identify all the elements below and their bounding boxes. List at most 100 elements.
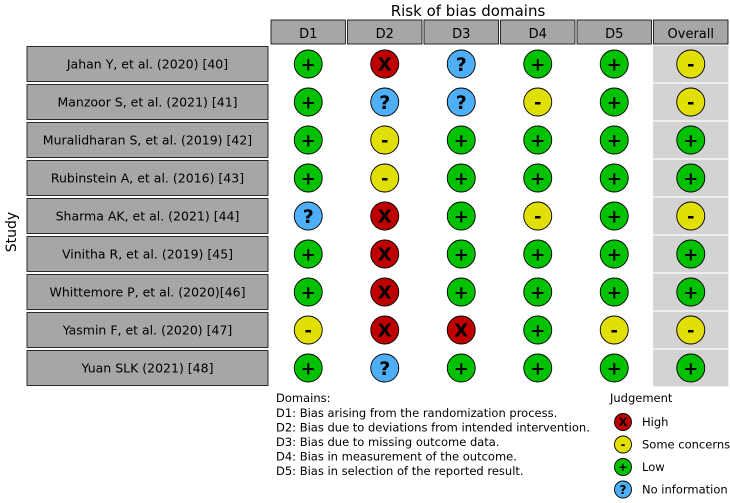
- judgement-mark-low: +: [446, 163, 476, 193]
- svg-text:+: +: [454, 244, 469, 265]
- study-label: Vinitha R, et al. (2019) [45]: [62, 247, 233, 262]
- svg-text:+: +: [454, 168, 469, 189]
- legend-label-high: High: [642, 415, 668, 429]
- y-axis-label: Study: [4, 212, 20, 252]
- judgement-mark-some: -: [523, 201, 553, 231]
- study-label: Sharma AK, et al. (2021) [44]: [56, 209, 240, 224]
- study-label: Whittemore P, et al. (2020)[46]: [50, 285, 246, 300]
- svg-text:+: +: [301, 282, 316, 303]
- column-header-label: D4: [529, 27, 547, 42]
- svg-text:?: ?: [379, 358, 390, 380]
- svg-text:+: +: [530, 130, 545, 151]
- svg-text:X: X: [378, 206, 392, 227]
- svg-text:+: +: [301, 130, 316, 151]
- svg-text:?: ?: [620, 483, 627, 497]
- judgement-mark-low: +: [446, 353, 476, 383]
- legend-mark-high: X: [614, 413, 632, 431]
- svg-text:+: +: [683, 168, 698, 189]
- judgement-mark-low: +: [676, 163, 706, 193]
- judgement-mark-low: +: [293, 353, 323, 383]
- judgement-mark-low: +: [599, 125, 629, 155]
- svg-text:+: +: [301, 168, 316, 189]
- judgement-mark-low: +: [293, 163, 323, 193]
- study-label: Yasmin F, et al. (2020) [47]: [62, 323, 233, 338]
- svg-text:-: -: [534, 206, 541, 227]
- svg-text:+: +: [607, 244, 622, 265]
- domain-description: D4: Bias in measurement of the outcome.: [276, 450, 517, 464]
- judgement-mark-low: +: [599, 87, 629, 117]
- svg-text:+: +: [454, 206, 469, 227]
- svg-text:-: -: [534, 92, 541, 113]
- judgement-mark-high: X: [370, 239, 400, 269]
- legend-mark-noinfo: ?: [614, 480, 632, 499]
- svg-text:+: +: [530, 168, 545, 189]
- judgement-mark-some: -: [599, 315, 629, 345]
- study-label-box: [26, 198, 269, 234]
- judgement-mark-noinfo: ?: [446, 87, 476, 117]
- column-header-label: Overall: [668, 27, 714, 42]
- svg-text:+: +: [530, 282, 545, 303]
- legend-label-some: Some concerns: [642, 438, 730, 452]
- svg-text:+: +: [301, 92, 316, 113]
- study-label: Yuan SLK (2021) [48]: [81, 361, 214, 376]
- judgement-mark-low: +: [293, 277, 323, 307]
- column-header-d3: [423, 19, 499, 45]
- study-label: Manzoor S, et al. (2021) [41]: [57, 95, 237, 110]
- judgement-mark-low: +: [599, 163, 629, 193]
- judgement-mark-noinfo: ?: [370, 353, 400, 383]
- svg-text:?: ?: [456, 54, 467, 76]
- column-header-d5: [576, 19, 652, 45]
- svg-text:X: X: [619, 415, 628, 429]
- svg-text:+: +: [607, 92, 622, 113]
- judgement-mark-low: +: [446, 201, 476, 231]
- svg-text:+: +: [607, 130, 622, 151]
- svg-text:+: +: [454, 358, 469, 379]
- study-label-box: [26, 122, 269, 158]
- study-label-box: [26, 236, 269, 272]
- svg-text:+: +: [301, 358, 316, 379]
- study-label-box: [26, 274, 269, 310]
- judgement-mark-low: +: [676, 277, 706, 307]
- svg-text:+: +: [607, 282, 622, 303]
- judgement-mark-some: -: [676, 87, 706, 117]
- svg-text:+: +: [607, 168, 622, 189]
- svg-text:X: X: [378, 244, 392, 265]
- judgement-mark-low: +: [523, 277, 553, 307]
- column-header-label: D5: [605, 27, 623, 42]
- svg-text:+: +: [607, 206, 622, 227]
- judgement-mark-low: +: [446, 277, 476, 307]
- legend-label-low: Low: [642, 460, 665, 474]
- legend: Judgement X High - Some concerns + Low? No inf…: [609, 391, 730, 499]
- study-label-box: [26, 160, 269, 196]
- study-label-box: [26, 312, 269, 348]
- judgement-mark-high: X: [446, 315, 476, 345]
- svg-text:+: +: [607, 54, 622, 75]
- judgement-mark-high: X: [370, 201, 400, 231]
- judgement-mark-some: -: [370, 163, 400, 193]
- judgement-mark-some: -: [676, 315, 706, 345]
- column-header-d2: [347, 19, 423, 45]
- svg-text:-: -: [687, 320, 694, 341]
- column-header-label: D2: [376, 27, 394, 42]
- column-header-label: D1: [299, 27, 317, 42]
- chart-title: Risk of bias domains: [391, 2, 546, 20]
- svg-text:+: +: [454, 130, 469, 151]
- svg-text:X: X: [378, 282, 392, 303]
- judgement-mark-low: +: [599, 49, 629, 79]
- domain-description: D3: Bias due to missing outcome data.: [276, 435, 500, 449]
- judgement-mark-low: +: [523, 239, 553, 269]
- judgement-mark-low: +: [599, 353, 629, 383]
- svg-text:+: +: [683, 282, 698, 303]
- judgement-mark-low: +: [523, 163, 553, 193]
- svg-text:-: -: [621, 438, 626, 452]
- judgement-mark-low: +: [293, 49, 323, 79]
- domain-description: D5: Bias in selection of the reported re…: [276, 464, 524, 478]
- column-header-overall: [653, 19, 729, 45]
- study-label: Rubinstein A, et al. (2016) [43]: [51, 171, 244, 186]
- judgement-mark-noinfo: ?: [446, 49, 476, 79]
- judgement-mark-low: +: [523, 353, 553, 383]
- legend-mark-some: -: [614, 435, 632, 454]
- svg-text:+: +: [683, 244, 698, 265]
- judgement-mark-low: +: [523, 125, 553, 155]
- svg-text:X: X: [378, 320, 392, 341]
